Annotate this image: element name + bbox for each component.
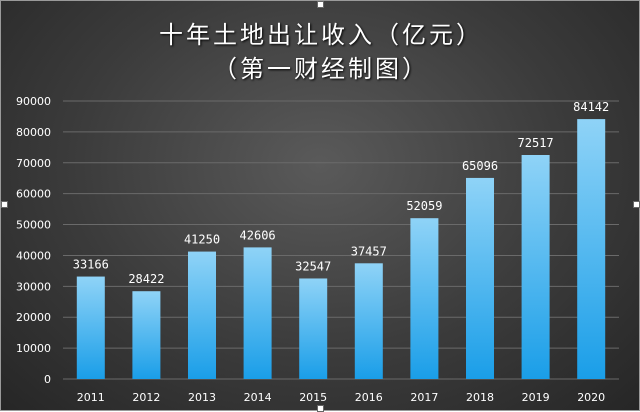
bar-2015	[299, 278, 328, 379]
bar-2020	[577, 119, 606, 379]
data-label-2016: 37457	[351, 244, 387, 258]
x-tick-label: 2014	[244, 391, 272, 404]
data-label-2018: 65096	[462, 159, 498, 173]
chart-title: 十年土地出让收入（亿元）	[159, 21, 483, 49]
y-tick-label: 90000	[16, 95, 51, 108]
x-tick-label: 2018	[466, 391, 494, 404]
y-tick-label: 70000	[16, 157, 51, 170]
y-tick-label: 10000	[16, 342, 51, 355]
x-tick-label: 2020	[577, 391, 605, 404]
x-tick-label: 2016	[355, 391, 383, 404]
y-tick-label: 30000	[16, 280, 51, 293]
data-label-2017: 52059	[406, 199, 442, 213]
y-tick-label: 0	[44, 373, 51, 386]
bar-2018	[466, 177, 494, 379]
data-label-2019: 72517	[518, 136, 554, 150]
x-tick-label: 2019	[522, 391, 550, 404]
selection-handle-right[interactable]	[633, 201, 640, 208]
bar-2011	[76, 276, 105, 379]
bar-2017	[410, 218, 439, 379]
chart-subtitle: （第一财经制图）	[213, 55, 429, 83]
bar-2014	[243, 247, 272, 379]
bars	[76, 119, 606, 379]
x-tick-label: 2015	[299, 391, 327, 404]
bar-2016	[354, 263, 383, 379]
selection-handle-top[interactable]	[317, 1, 324, 8]
x-tick-label: 2013	[188, 391, 216, 404]
y-tick-label: 20000	[16, 311, 51, 324]
data-label-2020: 84142	[573, 100, 609, 114]
x-axis: 2011 2012 2013 2014 2015 2016 2017 2018 2019 2020	[77, 391, 605, 404]
data-label-2014: 42606	[240, 228, 276, 242]
y-tick-label: 50000	[16, 219, 51, 232]
y-tick-label: 80000	[16, 126, 51, 139]
y-axis: 0 10000 20000 30000 40000 50000 60000 70000 8000…	[16, 95, 51, 386]
bar-2013	[188, 251, 216, 379]
data-label-2011: 33166	[73, 258, 109, 272]
bar-2019	[521, 155, 550, 379]
data-label-2013: 41250	[184, 233, 220, 247]
y-tick-label: 40000	[16, 249, 51, 262]
x-tick-label: 2012	[132, 391, 160, 404]
data-label-2012: 28422	[128, 272, 164, 286]
selection-handle-left[interactable]	[1, 201, 8, 208]
x-tick-label: 2011	[77, 391, 105, 404]
data-label-2015: 32547	[295, 259, 331, 273]
data-labels: 33166 28422 41250 42606 32547 37457 52059 65096…	[73, 100, 610, 286]
bar-2012	[132, 291, 161, 379]
x-tick-label: 2017	[410, 391, 438, 404]
y-tick-label: 60000	[16, 188, 51, 201]
